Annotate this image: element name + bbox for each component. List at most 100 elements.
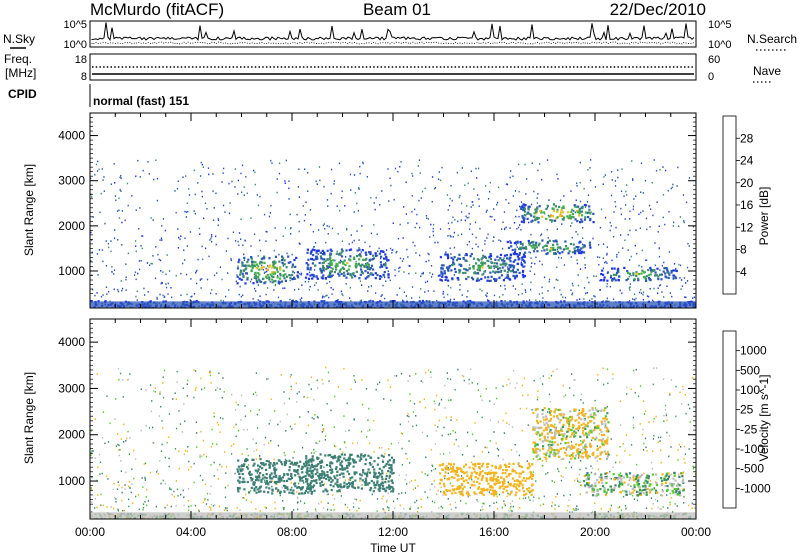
power-echo-cell [262,266,265,269]
power-echo-cell [489,257,492,261]
velocity-echo-cell [267,483,270,486]
power-echo-cell [649,279,652,282]
velocity-speckle [321,379,323,381]
power-echo-cell [369,267,372,270]
velocity-speckle [421,471,423,473]
power-speckle [397,170,399,173]
power-speckle [633,298,635,301]
power-echo-cell [616,269,619,272]
power-speckle [359,165,361,168]
power-echo-cell [642,275,646,279]
power-echo-cell [565,247,568,250]
velocity-speckle [649,492,651,494]
power-speckle [528,221,530,224]
power-echo-cell [268,276,271,279]
velocity-speckle [616,454,618,457]
velocity-speckle [684,461,686,464]
velocity-speckle [141,477,143,479]
velocity-speckle [552,370,554,373]
power-echo-cell [647,274,650,277]
power-echo-cell [246,276,249,279]
power-echo-cell [288,274,291,277]
power-speckle [187,210,189,213]
velocity-speckle [448,399,450,402]
velocity-speckle [113,482,115,485]
velocity-speckle [425,371,427,374]
velocity-speckle [190,504,192,507]
power-echo-cell [367,263,370,266]
velocity-speckle [427,496,429,499]
power-speckle [298,230,300,233]
velocity-speckle [323,430,325,432]
power-speckle [686,266,689,269]
velocity-speckle [414,479,416,481]
power-echo-cell [246,261,249,264]
power-echo-cell [519,241,522,244]
power-speckle [139,207,141,209]
power-speckle [484,243,486,245]
power-speckle [211,236,213,238]
velocity-speckle [506,384,508,386]
power-speckle [651,299,654,302]
velocity-echo-cell [268,475,272,479]
power-echo-cell [269,264,272,267]
power-echo-cell [281,261,284,264]
power-echo-cell [330,270,333,273]
power-echo-cell [665,267,668,270]
velocity-speckle [230,445,233,447]
power-panel-frame [89,112,697,309]
power-echo-cell [561,251,564,254]
velocity-speckle [213,504,216,506]
velocity-speckle [377,383,379,386]
power-echo-cell [236,275,239,278]
power-speckle [121,289,123,292]
power-speckle [185,211,187,213]
power-speckle [142,169,144,172]
power-speckle [546,206,549,209]
power-speckle [496,203,498,206]
velocity-speckle [496,495,498,498]
power-echo-cell [282,275,285,278]
velocity-echo-cell [681,517,684,519]
velocity-speckle [573,379,575,381]
power-speckle [250,278,253,281]
power-speckle [582,227,584,229]
power-echo-cell [511,269,515,272]
power-speckle [220,299,222,302]
power-speckle [654,264,656,267]
velocity-speckle [435,430,437,432]
power-echo-cell [581,207,584,210]
velocity-speckle [580,459,582,462]
power-echo-cell [546,241,550,244]
velocity-speckle [669,474,672,476]
power-echo-cell [252,265,255,268]
power-echo-cell [500,274,504,277]
power-echo-cell [469,255,472,258]
power-speckle [250,245,252,247]
power-echo-cell [359,264,362,267]
velocity-speckle [210,445,213,448]
y-tick-label: 3000 [58,174,85,188]
power-speckle [640,288,642,291]
velocity-speckle [650,497,653,499]
power-echo-cell [328,265,331,268]
power-speckle [385,249,388,251]
velocity-speckle [194,504,197,507]
power-speckle [635,297,637,300]
power-speckle [201,245,203,248]
velocity-speckle [518,497,521,500]
power-echo-cell [670,270,673,273]
power-speckle [548,280,550,283]
velocity-speckle [447,467,449,469]
power-speckle [489,215,491,218]
power-echo-cell [530,245,533,248]
velocity-speckle [438,402,441,405]
power-echo-cell [351,272,354,275]
power-echo-cell [614,279,617,282]
velocity-speckle [519,506,521,509]
velocity-speckle [282,507,285,509]
velocity-speckle [205,455,208,458]
power-echo-cell [546,252,549,255]
power-speckle [253,233,256,235]
power-echo-cell [259,260,262,264]
